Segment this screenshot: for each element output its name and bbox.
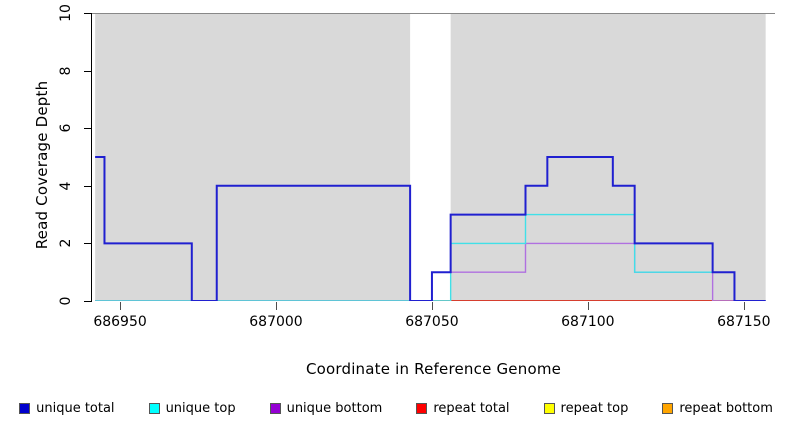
shaded-region: [95, 13, 411, 301]
legend-item[interactable]: repeat bottom: [662, 401, 773, 416]
legend-label: repeat bottom: [679, 400, 773, 416]
legend-item[interactable]: repeat top: [543, 400, 629, 416]
x-tick-mark: [120, 302, 122, 310]
x-tick-mark: [431, 302, 433, 310]
y-tick-mark: [84, 70, 92, 72]
y-tick-mark: [84, 128, 92, 130]
y-tick-label: 10: [58, 4, 74, 22]
legend-item[interactable]: repeat total: [416, 400, 510, 416]
legend-swatch-icon: [269, 402, 281, 414]
y-tick-mark: [84, 243, 92, 245]
y-tick-label: 0: [58, 296, 74, 306]
x-tick-label: 686950: [93, 314, 147, 330]
series-line-unique-total: [95, 156, 766, 301]
chart-canvas: [92, 13, 775, 301]
legend-item[interactable]: unique total: [19, 400, 115, 416]
legend-swatch-icon: [416, 402, 428, 414]
legend-label: repeat total: [433, 400, 510, 416]
legend-item[interactable]: unique top: [148, 400, 236, 416]
y-tick-label: 8: [58, 66, 74, 76]
legend-swatch-icon: [148, 402, 160, 414]
plot-area: [92, 13, 775, 301]
y-axis-line: [91, 13, 92, 301]
x-tick-mark: [276, 302, 277, 310]
legend-label: unique top: [165, 400, 236, 416]
legend-label: repeat top: [560, 400, 629, 416]
x-axis-title: Coordinate in Reference Genome: [305, 360, 562, 378]
x-tick-label: 687000: [249, 314, 303, 330]
x-tick-label: 687100: [561, 314, 615, 330]
y-tick-mark: [84, 185, 92, 187]
legend-item[interactable]: unique bottom: [269, 400, 383, 416]
legend-swatch-icon: [543, 402, 555, 414]
y-tick-label: 6: [58, 123, 74, 133]
y-tick-label: 4: [58, 181, 74, 191]
legend-swatch-icon: [662, 402, 674, 414]
legend-label: unique bottom: [286, 400, 383, 416]
x-tick-label: 687050: [405, 314, 459, 330]
y-tick-label: 2: [58, 238, 74, 248]
x-tick-mark: [587, 302, 589, 310]
x-tick-mark: [743, 302, 745, 310]
y-tick-mark: [84, 13, 92, 14]
y-tick-mark: [84, 301, 92, 302]
legend-label: unique total: [36, 400, 115, 416]
y-axis-title: Read Coverage Depth: [33, 80, 51, 250]
chart-legend: unique total unique top unique bottom repea…: [0, 398, 792, 418]
legend-swatch-icon: [19, 402, 31, 414]
x-tick-label: 687150: [717, 314, 771, 330]
